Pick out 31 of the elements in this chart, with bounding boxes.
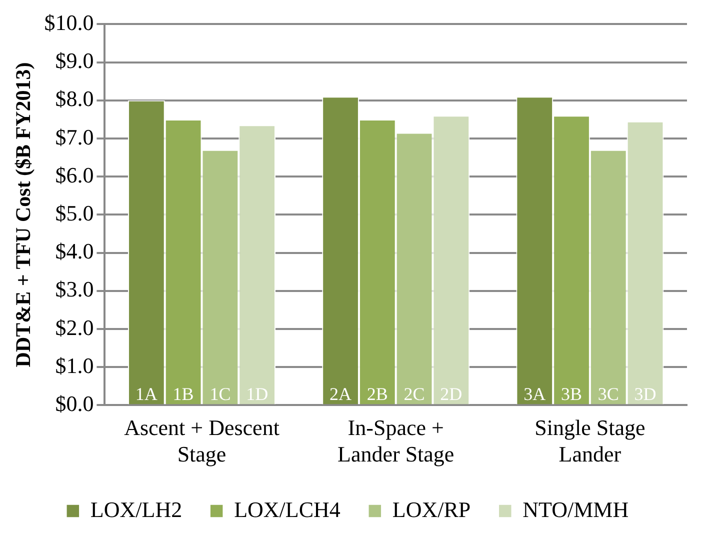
y-tick-label: $7.0 <box>55 124 94 150</box>
legend-label: NTO/MMH <box>522 496 629 522</box>
legend-label: LOX/LCH4 <box>234 496 340 522</box>
y-tick-label: $9.0 <box>55 48 94 74</box>
annotation: 3B <box>561 384 582 404</box>
y-tick-label: $3.0 <box>55 276 94 302</box>
annotation: 3A <box>524 384 546 404</box>
y-tick-label: $4.0 <box>55 238 94 264</box>
y-tick-label: $1.0 <box>55 352 94 378</box>
x-tick-label: Single Stage Lander <box>534 415 646 467</box>
legend-label: LOX/RP <box>392 496 471 522</box>
y-axis-title: DDT&E + TFU Cost ($B FY2013) <box>11 62 36 368</box>
y-tick-label: $5.0 <box>55 200 94 226</box>
y-tick-label: $2.0 <box>55 314 94 340</box>
annotation: 1A <box>135 384 158 404</box>
annotation: 2A <box>330 384 352 404</box>
annotation: 2B <box>366 384 388 404</box>
y-tick-label: $10.0 <box>44 10 94 35</box>
annotation: 1D <box>246 384 268 404</box>
annotation: 2D <box>440 384 462 404</box>
annotation: 1C <box>210 384 231 404</box>
y-tick-label: $6.0 <box>55 162 94 188</box>
y-tick-label: $8.0 <box>55 86 94 112</box>
annotation: 3D <box>634 384 656 404</box>
annotation: 2C <box>404 384 425 404</box>
x-tick-label: Ascent + Descent Stage <box>124 415 280 467</box>
annotation: 1B <box>172 384 194 404</box>
x-tick-label: In-Space + Lander Stage <box>338 415 454 467</box>
y-tick-label: $0.0 <box>55 390 94 416</box>
annotation: 3C <box>598 384 619 404</box>
legend-label: LOX/LH2 <box>90 496 182 522</box>
